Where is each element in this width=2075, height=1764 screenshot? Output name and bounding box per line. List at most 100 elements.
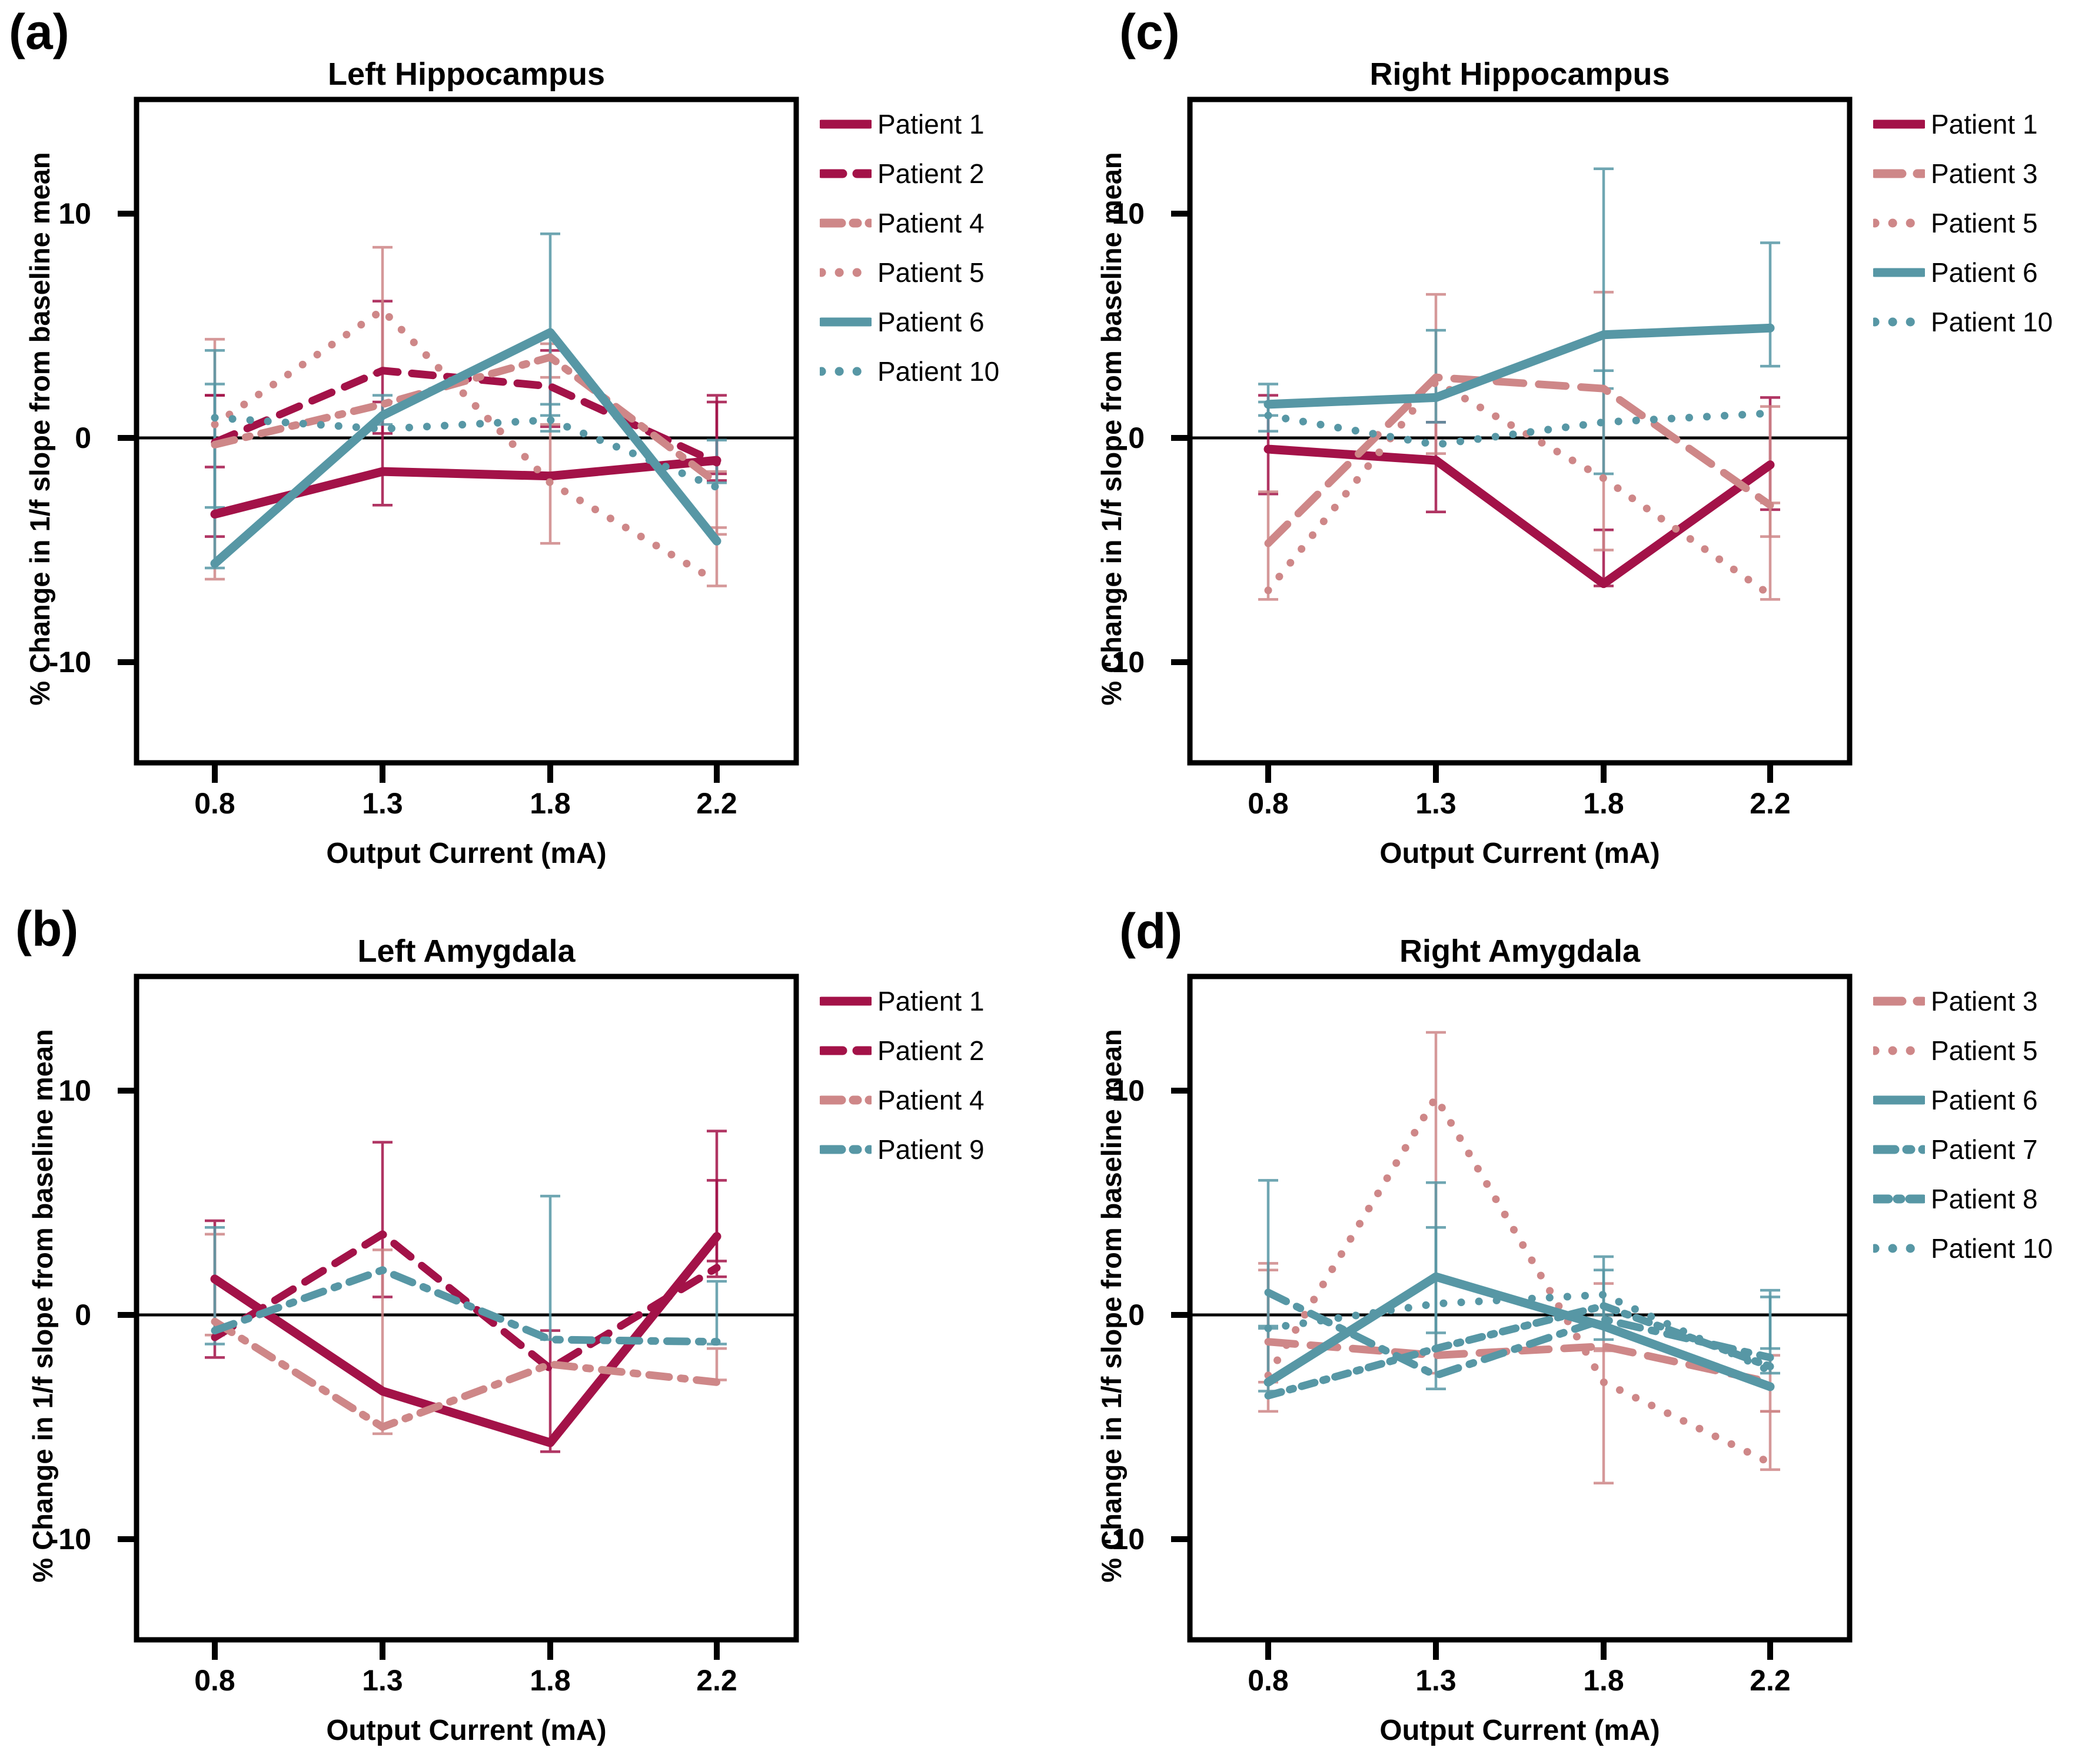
- error-bar: [373, 1248, 393, 1436]
- error-bar: [707, 1280, 727, 1346]
- series-line-patient-5: [1264, 378, 1774, 599]
- series-line-patient-10: [211, 414, 721, 491]
- legend-item-patient-2: Patient 2: [820, 1034, 985, 1067]
- series-line-patient-4: [211, 1317, 721, 1431]
- legend-item-patient-8: Patient 8: [1873, 1182, 2038, 1215]
- legend-label: Patient 4: [877, 208, 985, 238]
- x-tick-label: 1.3: [1415, 1664, 1457, 1697]
- series-line-patient-5: [1264, 1093, 1774, 1467]
- legend-label: Patient 1: [877, 986, 985, 1016]
- error-bar: [707, 1347, 727, 1381]
- plot-frame: [1187, 974, 1853, 1643]
- legend-item-patient-5: Patient 5: [820, 256, 985, 289]
- legend-swatch-dot: [1873, 1244, 1925, 1253]
- panel-right-hippocampus: (c) Right Hippocampus % Change in 1/f sl…: [1053, 0, 2075, 881]
- legend-item-patient-3: Patient 3: [1873, 985, 2038, 1018]
- plot-frame: [1187, 97, 1853, 766]
- legend-item-patient-7: Patient 7: [1873, 1133, 2038, 1166]
- legend-label: Patient 6: [1931, 1085, 2038, 1115]
- x-tick-label: 2.2: [1750, 1664, 1791, 1697]
- error-bar: [707, 1179, 727, 1278]
- legend-item-patient-5: Patient 5: [1873, 1034, 2038, 1067]
- series-line-patient-4: [211, 353, 721, 487]
- legend-swatch-dashdot: [820, 1145, 872, 1154]
- legend-label: Patient 2: [877, 1035, 985, 1066]
- legend-swatch-dash: [820, 1046, 872, 1055]
- y-tick-label: 10: [1112, 197, 1145, 230]
- plot-right-hippocampus: [1171, 97, 1853, 783]
- y-tick-label: 0: [1128, 1298, 1145, 1331]
- legend-swatch-dot: [820, 367, 872, 376]
- legend-item-patient-10: Patient 10: [1873, 1232, 2053, 1265]
- legend-label: Patient 7: [1931, 1134, 2038, 1165]
- y-tick-label: 0: [1128, 421, 1145, 454]
- legend-swatch-dot: [1873, 1046, 1925, 1055]
- x-tick-label: 0.8: [194, 1664, 235, 1697]
- legend-item-patient-1: Patient 1: [1873, 108, 2038, 141]
- panel-letter: (d): [1119, 903, 1183, 959]
- legend-swatch-solid: [1873, 119, 1925, 129]
- x-tick-label: 0.8: [1248, 1664, 1289, 1697]
- legend-label: Patient 1: [877, 109, 985, 139]
- y-tick-label: 0: [75, 421, 91, 454]
- legend-label: Patient 5: [1931, 1035, 2038, 1066]
- legend-swatch-solid: [820, 996, 872, 1006]
- y-tick-label: 10: [1112, 1074, 1145, 1107]
- panel-letter: (c): [1119, 4, 1180, 59]
- legend-item-patient-6: Patient 6: [1873, 256, 2038, 289]
- y-tick-label: -10: [1102, 1523, 1145, 1556]
- legend-label: Patient 3: [1931, 986, 2038, 1016]
- legend-label: Patient 2: [877, 158, 985, 189]
- error-bar: [1760, 501, 1780, 601]
- x-axis-label: Output Current (mA): [326, 838, 607, 869]
- plot-left-amygdala: [118, 974, 799, 1660]
- series-line-patient-1: [1263, 444, 1775, 589]
- legend-item-patient-9: Patient 9: [820, 1133, 985, 1166]
- panel-left-hippocampus: (a) Left Hippocampus % Change in 1/f slo…: [0, 0, 1038, 881]
- legend-item-patient-10: Patient 10: [1873, 305, 2053, 338]
- legend-swatch-dashdot: [820, 218, 872, 228]
- series-line-patient-6: [1263, 323, 1775, 409]
- legend-swatch-longdash: [1873, 169, 1925, 178]
- x-tick-label: 2.2: [696, 1664, 737, 1697]
- legend-swatch-dashdot2: [1873, 1194, 1925, 1204]
- plot-right-amygdala: [1171, 974, 1853, 1660]
- x-axis-label: Output Current (mA): [326, 1715, 607, 1746]
- plot-frame: [134, 974, 799, 1643]
- legend-label: Patient 6: [1931, 257, 2038, 288]
- panel-title: Left Hippocampus: [327, 57, 606, 92]
- legend-label: Patient 5: [1931, 208, 2038, 238]
- legend-swatch-dot: [1873, 317, 1925, 327]
- legend-label: Patient 4: [877, 1085, 985, 1115]
- error-bar: [1594, 167, 1614, 390]
- legend-swatch-dashdot: [1873, 1145, 1925, 1154]
- error-bar: [1760, 241, 1780, 368]
- legend-swatch-dash: [820, 169, 872, 178]
- y-tick-label: -10: [1102, 646, 1145, 679]
- legend-swatch-solid: [1873, 1095, 1925, 1105]
- legend-label: Patient 8: [1931, 1184, 2038, 1214]
- x-tick-label: 1.8: [530, 787, 571, 820]
- legend-swatch-solid: [1873, 268, 1925, 277]
- legend-swatch-solid: [820, 317, 872, 327]
- x-tick-label: 2.2: [696, 787, 737, 820]
- x-tick-label: 1.3: [362, 787, 403, 820]
- legend-label: Patient 1: [1931, 109, 2038, 139]
- legend-label: Patient 3: [1931, 158, 2038, 189]
- legend-label: Patient 9: [877, 1134, 985, 1165]
- legend-swatch-longdash: [1873, 996, 1925, 1006]
- y-tick-label: 10: [58, 1074, 91, 1107]
- legend-item-patient-5: Patient 5: [1873, 207, 2038, 240]
- legend-item-patient-1: Patient 1: [820, 108, 985, 141]
- x-tick-label: 2.2: [1750, 787, 1791, 820]
- series-line-patient-1: [210, 456, 721, 519]
- panel-right-amygdala: (d) Right Amygdala % Change in 1/f slope…: [1053, 877, 2075, 1758]
- series-line-patient-2: [211, 1230, 721, 1373]
- x-tick-label: 1.8: [1583, 787, 1624, 820]
- panel-title: Right Amygdala: [1399, 934, 1641, 969]
- legend-item-patient-6: Patient 6: [820, 305, 985, 338]
- x-tick-label: 0.8: [194, 787, 235, 820]
- series-line-patient-6: [1263, 1272, 1775, 1391]
- legend-swatch-dot: [1873, 218, 1925, 228]
